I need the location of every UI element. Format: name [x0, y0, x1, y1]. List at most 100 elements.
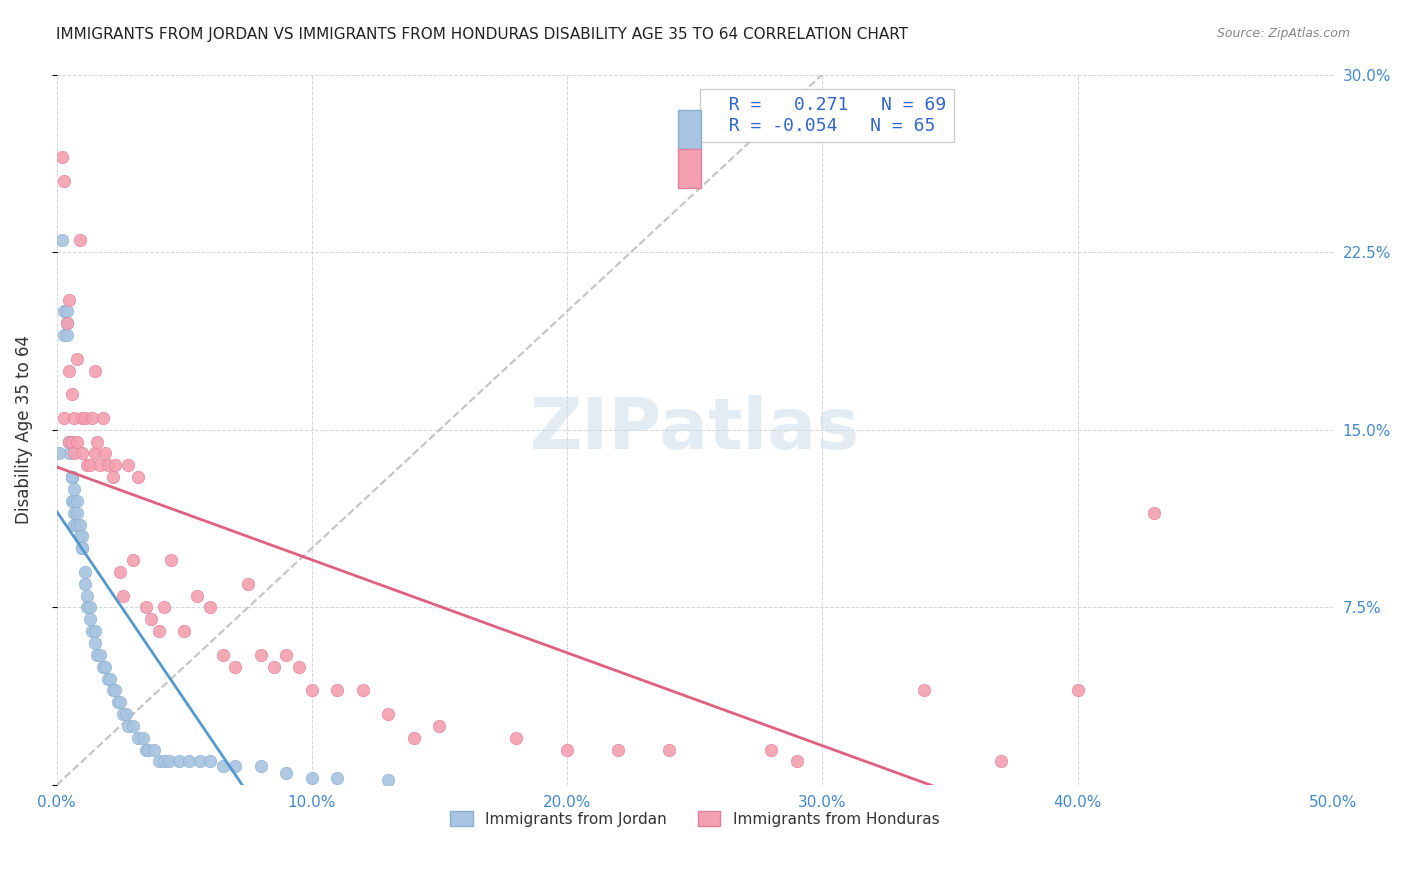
Point: [69, 233, 91, 247]
Point: [83, 446, 105, 460]
Point: [66, 351, 89, 366]
Point: [53, 328, 76, 343]
Point: [58, 446, 80, 460]
Point: [79, 600, 101, 615]
Point: [429, 719, 451, 733]
Point: [70, 541, 93, 556]
Point: [56, 304, 79, 318]
Point: [135, 742, 157, 756]
Point: [76, 600, 98, 615]
Point: [53, 174, 76, 188]
Point: [70, 411, 93, 425]
Point: [132, 731, 155, 745]
Point: [288, 659, 311, 673]
Point: [127, 470, 149, 484]
Point: [505, 731, 527, 745]
Point: [377, 706, 399, 721]
Point: [127, 731, 149, 745]
Point: [63, 446, 86, 460]
Point: [160, 553, 183, 567]
Point: [153, 755, 176, 769]
Point: [110, 565, 132, 579]
Point: [98, 672, 121, 686]
Point: [63, 482, 86, 496]
Point: [107, 695, 129, 709]
Point: [352, 683, 374, 698]
Point: [56, 316, 79, 330]
Point: [148, 755, 170, 769]
Point: [60, 387, 83, 401]
Point: [301, 771, 323, 785]
Point: [1143, 506, 1166, 520]
Point: [89, 458, 111, 473]
Point: [249, 759, 271, 773]
Point: [83, 636, 105, 650]
Point: [82, 411, 104, 425]
Point: [76, 458, 98, 473]
Point: [66, 517, 89, 532]
Point: [326, 771, 349, 785]
Point: [110, 695, 132, 709]
Point: [79, 458, 101, 473]
Point: [73, 411, 96, 425]
Point: [69, 529, 91, 543]
Point: [1066, 683, 1088, 698]
Point: [111, 589, 134, 603]
Point: [51, 233, 73, 247]
Point: [117, 719, 139, 733]
Point: [153, 600, 176, 615]
Point: [276, 766, 298, 780]
Point: [224, 659, 246, 673]
Point: [63, 411, 86, 425]
Point: [224, 759, 246, 773]
Point: [76, 589, 98, 603]
Point: [83, 363, 105, 377]
Point: [53, 304, 76, 318]
Point: [86, 648, 108, 662]
Point: [135, 600, 157, 615]
Point: [69, 517, 91, 532]
Point: [70, 529, 93, 543]
Point: [51, 150, 73, 164]
Point: [101, 683, 124, 698]
Point: [104, 683, 127, 698]
Point: [73, 576, 96, 591]
Point: [89, 648, 111, 662]
Point: [117, 458, 139, 473]
Point: [60, 434, 83, 449]
Point: [56, 316, 79, 330]
Point: [56, 328, 79, 343]
Point: [58, 434, 80, 449]
Point: [63, 517, 86, 532]
Text: Source: ZipAtlas.com: Source: ZipAtlas.com: [1216, 27, 1350, 40]
Point: [70, 541, 93, 556]
Point: [66, 434, 89, 449]
Point: [97, 672, 120, 686]
Point: [148, 624, 170, 639]
Point: [138, 742, 160, 756]
Point: [167, 755, 190, 769]
Point: [70, 446, 93, 460]
Point: [60, 470, 83, 484]
Point: [58, 363, 80, 377]
Point: [122, 553, 145, 567]
Point: [301, 683, 323, 698]
Point: [263, 659, 285, 673]
Point: [60, 470, 83, 484]
Point: [122, 719, 145, 733]
Point: [91, 411, 114, 425]
Point: [211, 648, 233, 662]
Point: [60, 494, 83, 508]
Point: [82, 624, 104, 639]
Point: [139, 612, 162, 626]
Text: ZIPatlas: ZIPatlas: [530, 395, 859, 465]
Point: [97, 458, 120, 473]
Point: [198, 755, 221, 769]
Point: [249, 648, 271, 662]
Point: [607, 742, 630, 756]
Point: [104, 458, 127, 473]
Point: [326, 683, 349, 698]
Point: [66, 506, 89, 520]
Point: [101, 470, 124, 484]
Point: [111, 706, 134, 721]
